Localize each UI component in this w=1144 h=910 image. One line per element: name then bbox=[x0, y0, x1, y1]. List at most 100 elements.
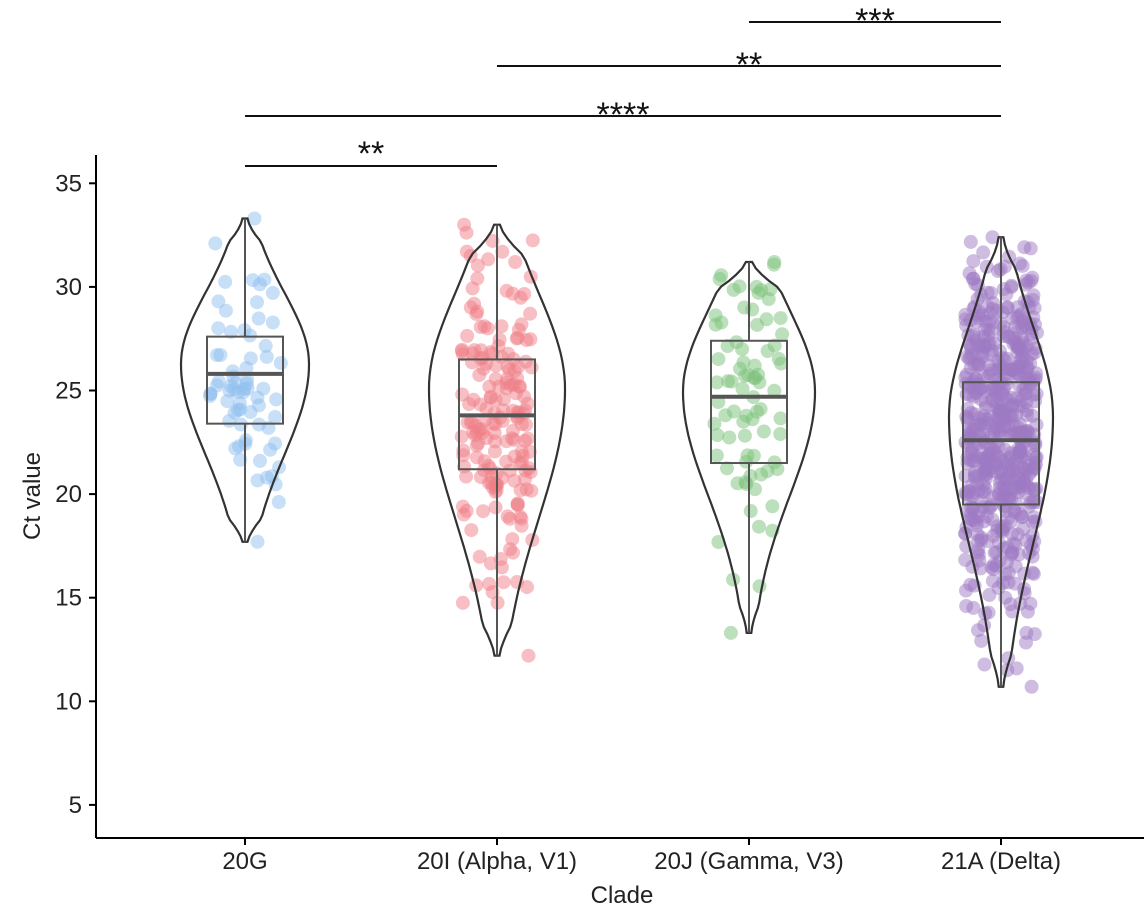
data-point bbox=[739, 408, 754, 423]
data-point bbox=[230, 385, 245, 400]
data-point bbox=[751, 367, 766, 382]
data-point bbox=[984, 560, 999, 575]
data-point bbox=[225, 364, 240, 379]
data-point bbox=[213, 348, 228, 362]
box-3 bbox=[710, 339, 788, 465]
data-point bbox=[259, 349, 274, 364]
data-point bbox=[972, 553, 987, 568]
data-point bbox=[1026, 448, 1041, 462]
data-point bbox=[1005, 604, 1020, 619]
data-point bbox=[1001, 419, 1015, 434]
data-point bbox=[488, 372, 503, 386]
data-point bbox=[977, 657, 992, 672]
data-point bbox=[711, 352, 726, 367]
data-point bbox=[507, 449, 522, 464]
x-tick-label: 20J (Gamma, V3) bbox=[654, 848, 843, 875]
data-point bbox=[735, 381, 750, 396]
data-point bbox=[1013, 256, 1027, 271]
data-point bbox=[265, 285, 280, 300]
significance-label: *** bbox=[855, 2, 895, 40]
data-point bbox=[454, 344, 469, 359]
data-point bbox=[729, 335, 744, 350]
data-point bbox=[972, 381, 987, 396]
data-point bbox=[1005, 311, 1020, 326]
data-point bbox=[1024, 679, 1039, 694]
x-tick-label: 21A (Delta) bbox=[941, 848, 1061, 875]
data-point bbox=[732, 279, 747, 294]
data-point bbox=[967, 468, 982, 483]
data-point bbox=[227, 405, 242, 420]
data-point bbox=[464, 523, 479, 538]
data-point bbox=[233, 452, 248, 467]
data-point bbox=[767, 338, 782, 353]
data-point bbox=[996, 324, 1011, 339]
data-point bbox=[752, 519, 766, 534]
data-point bbox=[1017, 240, 1032, 255]
data-point bbox=[958, 526, 973, 541]
data-point bbox=[495, 244, 510, 259]
points-layer bbox=[203, 211, 1044, 694]
data-point bbox=[496, 575, 511, 590]
data-point bbox=[487, 444, 502, 459]
data-point bbox=[523, 306, 538, 321]
data-point bbox=[473, 470, 488, 484]
box-4 bbox=[962, 381, 1040, 506]
data-point bbox=[1012, 444, 1027, 459]
data-point bbox=[1000, 300, 1015, 315]
data-point bbox=[1001, 510, 1016, 525]
data-point bbox=[986, 445, 1001, 460]
data-point bbox=[1029, 417, 1044, 432]
data-point bbox=[739, 477, 754, 492]
data-point bbox=[745, 302, 760, 317]
data-point bbox=[1008, 559, 1023, 574]
data-point bbox=[994, 400, 1009, 415]
data-point bbox=[269, 392, 284, 407]
data-point bbox=[494, 560, 509, 575]
data-point bbox=[1012, 430, 1027, 445]
data-point bbox=[455, 595, 470, 610]
data-point bbox=[518, 463, 533, 478]
data-point bbox=[211, 374, 226, 389]
data-point bbox=[722, 430, 737, 445]
data-point bbox=[459, 469, 474, 484]
significance-label: ** bbox=[358, 135, 384, 173]
data-point bbox=[978, 461, 993, 476]
y-tick-label: 10 bbox=[55, 688, 82, 715]
data-point bbox=[1011, 340, 1026, 355]
data-point bbox=[243, 328, 257, 343]
data-point bbox=[459, 225, 474, 240]
significance-layer: *********** bbox=[245, 2, 1001, 173]
data-point bbox=[988, 379, 1003, 394]
data-point bbox=[469, 450, 484, 465]
data-point bbox=[743, 504, 758, 518]
data-point bbox=[976, 245, 991, 260]
y-axis-title: Ct value bbox=[19, 452, 46, 540]
data-point bbox=[520, 431, 535, 446]
data-point bbox=[454, 429, 469, 444]
data-point bbox=[978, 400, 993, 415]
data-point bbox=[470, 258, 485, 273]
data-point bbox=[737, 368, 752, 383]
data-point bbox=[491, 339, 506, 354]
data-point bbox=[510, 497, 525, 512]
data-point bbox=[1019, 533, 1034, 548]
data-point bbox=[767, 383, 782, 398]
data-point bbox=[250, 295, 264, 310]
data-point bbox=[519, 482, 534, 497]
data-point bbox=[709, 448, 724, 463]
data-point bbox=[962, 453, 977, 468]
data-point bbox=[521, 648, 536, 663]
violin-1 bbox=[179, 217, 311, 543]
data-point bbox=[508, 255, 523, 269]
y-tick-label: 35 bbox=[55, 170, 82, 197]
data-point bbox=[1003, 362, 1018, 377]
data-point bbox=[250, 390, 265, 405]
data-point bbox=[771, 351, 786, 366]
data-point bbox=[1027, 301, 1042, 315]
data-point bbox=[749, 279, 764, 294]
data-point bbox=[463, 415, 478, 430]
data-point bbox=[502, 511, 517, 526]
data-point bbox=[514, 317, 529, 332]
data-point bbox=[962, 484, 977, 499]
